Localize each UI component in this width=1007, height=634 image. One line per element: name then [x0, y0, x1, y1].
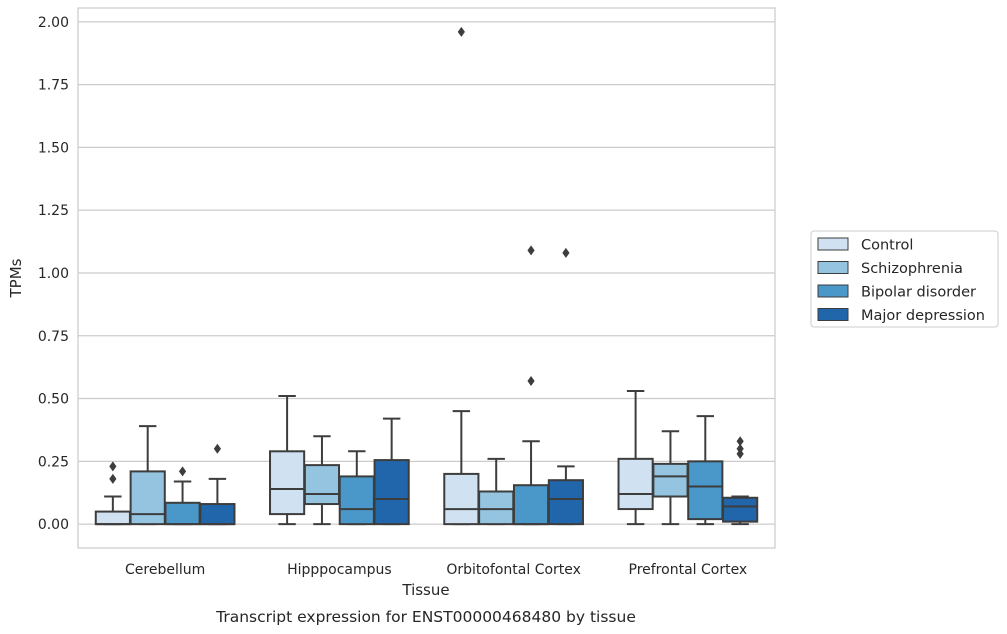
y-tick-label: 0.25: [38, 454, 69, 470]
outlier-point: [736, 448, 744, 459]
legend-label: Control: [861, 238, 913, 254]
outlier-point: [736, 436, 744, 447]
legend-swatch: [817, 308, 849, 321]
y-tick-label: 0.00: [38, 517, 69, 533]
y-tick-label: 1.75: [38, 78, 69, 94]
box-group: [303, 435, 341, 526]
box-group: [443, 26, 480, 526]
box: [269, 450, 306, 516]
box: [338, 475, 375, 526]
box-group: [652, 430, 689, 526]
legend-swatch: [817, 261, 849, 274]
outlier-point: [562, 247, 570, 258]
box: [512, 484, 550, 526]
box: [199, 503, 236, 526]
box-group: [687, 415, 724, 526]
legend-swatch: [817, 237, 849, 251]
box: [443, 472, 480, 526]
box-group: [478, 457, 515, 526]
outlier-point: [457, 26, 465, 37]
box-group: [199, 443, 236, 526]
legend-label: Bipolar disorder: [861, 285, 976, 301]
outlier-point: [109, 473, 117, 484]
legend-frame: [810, 230, 999, 328]
box-group: [164, 466, 201, 526]
y-axis-title: TPMs: [7, 258, 25, 298]
y-axis-ticks: 0.00 0.25 0.50 0.75 1.00 1.25 1.50 1.75 2.00: [38, 15, 69, 533]
box-group: [94, 461, 131, 526]
legend: Control Schizophrenia Bipolar disorder Majo…: [810, 230, 999, 328]
chart-caption: Transcript expression for ENST0000046848…: [215, 608, 636, 626]
x-tick-label: Orbitofontal Cortex: [446, 562, 581, 578]
grid-lines: [78, 21, 775, 525]
box-group: [617, 390, 654, 526]
y-tick-label: 0.75: [38, 329, 69, 345]
outlier-point: [527, 245, 535, 256]
box-group: [373, 417, 410, 526]
outlier-point: [213, 443, 221, 454]
x-axis-title: Tissue: [401, 581, 449, 599]
box-group: [338, 450, 375, 526]
box: [164, 501, 201, 526]
x-tick-label: Prefrontal Cortex: [629, 562, 748, 578]
y-tick-label: 1.25: [38, 203, 69, 219]
plot-frame: [77, 7, 776, 549]
legend-label: Schizophrenia: [861, 261, 963, 277]
box: [617, 457, 654, 511]
box: [94, 510, 131, 526]
box: [652, 462, 689, 498]
box-group: [512, 245, 550, 526]
outlier-point: [736, 443, 744, 454]
box: [303, 464, 341, 506]
box: [478, 490, 515, 526]
outlier-point: [178, 466, 187, 477]
y-tick-label: 2.00: [38, 15, 69, 31]
x-axis-ticks: Cerebellum Hipppocampus Orbitofontal Corte…: [125, 562, 747, 578]
box-group: [722, 436, 759, 526]
x-tick-label: Hipppocampus: [287, 562, 392, 578]
y-tick-label: 1.50: [38, 140, 69, 156]
y-tick-label: 1.00: [38, 266, 69, 282]
legend-label: Major depression: [861, 308, 985, 324]
box: [722, 496, 759, 523]
box-groups: [94, 26, 759, 526]
box-group: [547, 247, 584, 526]
legend-swatch: [817, 284, 849, 298]
y-tick-label: 0.50: [38, 392, 69, 408]
box: [373, 459, 410, 526]
box: [129, 470, 166, 526]
outlier-point: [109, 461, 117, 472]
box: [547, 479, 584, 526]
box-group: [129, 425, 166, 526]
x-tick-label: Cerebellum: [125, 562, 205, 578]
outlier-point: [527, 375, 535, 386]
box: [687, 460, 724, 521]
box-group: [269, 395, 306, 526]
